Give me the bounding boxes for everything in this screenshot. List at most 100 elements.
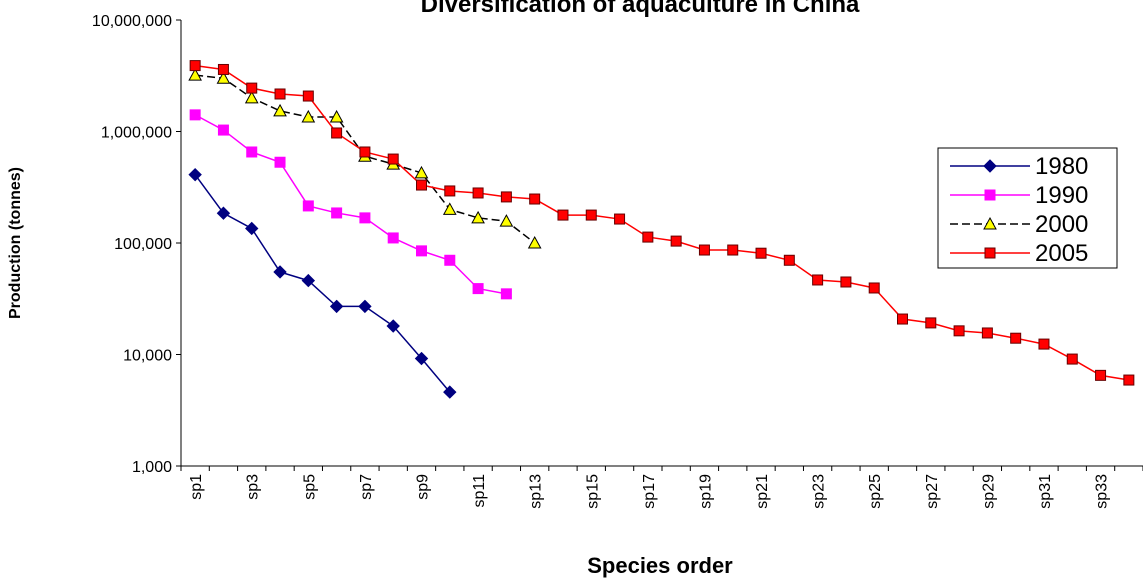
data-point: [1038, 338, 1050, 350]
data-point: [925, 317, 937, 329]
legend-label: 1980: [1035, 153, 1088, 180]
data-point: [217, 63, 229, 75]
data-point: [329, 299, 344, 314]
data-point: [216, 71, 231, 84]
y-tick-label: 1,000,000: [101, 125, 172, 142]
data-point: [414, 351, 429, 366]
data-point: [444, 185, 456, 197]
chart-title: Diversification of aquaculture in China: [421, 0, 860, 18]
data-point: [443, 385, 457, 399]
data-point: [274, 88, 286, 100]
legend-box: [937, 147, 1118, 269]
x-tick-label: sp11: [471, 474, 488, 508]
data-point: [189, 60, 201, 72]
data-point: [444, 254, 456, 266]
data-point: [471, 210, 485, 224]
data-point: [529, 193, 541, 205]
data-point: [500, 191, 512, 203]
x-tick-label: sp21: [754, 474, 771, 509]
data-point: [386, 319, 400, 333]
data-point: [698, 244, 710, 256]
data-point: [755, 247, 767, 259]
x-tick-label: sp23: [811, 474, 828, 509]
legend-marker: [984, 247, 996, 259]
data-point: [331, 127, 343, 139]
data-point: [358, 299, 372, 314]
data-point: [217, 124, 229, 136]
legend-marker: [983, 216, 997, 230]
data-point: [416, 245, 427, 257]
x-tick-label: sp13: [528, 474, 545, 509]
legend-label: 2005: [1035, 240, 1088, 267]
x-tick-label: sp17: [641, 474, 658, 509]
data-point: [244, 90, 259, 104]
data-point: [246, 146, 258, 158]
data-point: [499, 214, 514, 227]
x-axis-title: Species order: [587, 553, 733, 578]
data-point: [442, 202, 457, 215]
legend-label: 2000: [1035, 211, 1088, 238]
data-point: [273, 103, 287, 117]
data-point: [274, 156, 286, 168]
x-tick-label: sp7: [358, 474, 375, 500]
x-tick-label: sp9: [415, 474, 432, 500]
data-point: [527, 235, 542, 249]
data-point: [246, 82, 258, 94]
data-point: [301, 273, 316, 288]
data-point: [840, 276, 852, 288]
data-point: [812, 274, 824, 286]
data-point: [981, 327, 993, 339]
y-tick-label: 1,000: [132, 459, 172, 476]
x-tick-label: sp27: [924, 474, 941, 509]
x-tick-label: sp15: [584, 474, 601, 509]
data-point: [414, 165, 429, 179]
data-point: [953, 325, 965, 337]
data-point: [331, 207, 343, 219]
data-point: [273, 265, 287, 279]
data-point: [189, 109, 201, 121]
series-line: [194, 174, 451, 393]
data-point: [868, 282, 880, 294]
x-tick-label: sp33: [1094, 474, 1111, 509]
y-tick-label: 100,000: [114, 236, 172, 253]
x-tick-label: sp29: [980, 474, 997, 509]
legend-label: 1990: [1035, 182, 1088, 209]
x-tick-label: sp5: [301, 474, 318, 500]
data-point: [472, 283, 484, 295]
series-line: [195, 64, 1129, 381]
y-tick-label: 10,000: [123, 348, 172, 365]
data-point: [1066, 353, 1078, 365]
data-point: [301, 109, 316, 123]
data-point: [387, 232, 399, 244]
data-point: [897, 313, 908, 325]
data-point: [216, 206, 231, 220]
data-point: [500, 288, 512, 300]
data-point: [1123, 374, 1135, 386]
legend-marker: [983, 159, 997, 173]
data-point: [359, 146, 371, 158]
x-tick-label: sp25: [867, 474, 884, 509]
data-point: [188, 167, 202, 182]
data-point: [585, 209, 597, 221]
data-point: [1010, 332, 1022, 344]
data-point: [245, 221, 259, 236]
data-point: [557, 209, 569, 221]
data-point: [387, 153, 399, 165]
data-point: [416, 179, 427, 191]
y-axis-title: Production (tonnes): [7, 167, 24, 319]
x-tick-label: sp31: [1037, 474, 1054, 509]
data-point: [472, 187, 484, 199]
data-point: [614, 213, 626, 225]
data-point: [642, 231, 654, 243]
data-point: [359, 212, 371, 224]
data-point: [670, 235, 682, 247]
x-tick-label: sp3: [245, 474, 262, 500]
data-point: [1095, 369, 1107, 381]
x-tick-label: sp1: [188, 474, 205, 500]
x-tick-label: sp19: [697, 474, 714, 509]
legend-marker: [984, 189, 996, 201]
data-point: [302, 90, 314, 102]
